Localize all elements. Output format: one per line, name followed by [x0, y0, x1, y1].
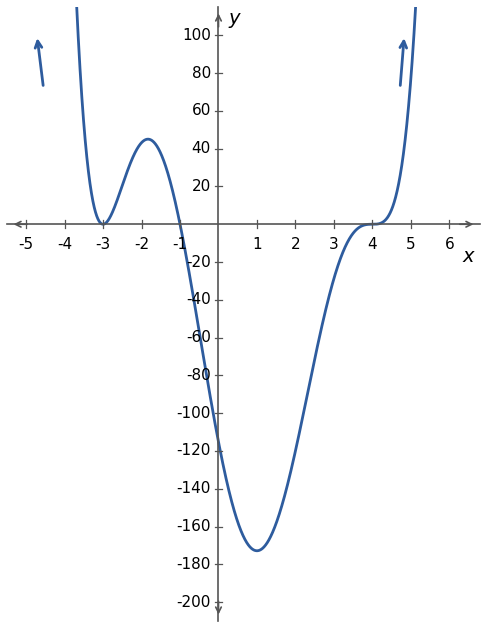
Text: -180: -180	[176, 557, 211, 572]
Text: -1: -1	[172, 237, 187, 252]
Text: -5: -5	[19, 237, 34, 252]
Text: 60: 60	[191, 104, 211, 118]
Text: -120: -120	[176, 443, 211, 458]
Text: -4: -4	[57, 237, 72, 252]
Text: 5: 5	[406, 237, 415, 252]
Text: 80: 80	[191, 65, 211, 80]
Text: 40: 40	[191, 141, 211, 156]
Text: -3: -3	[95, 237, 111, 252]
Text: -80: -80	[186, 368, 211, 383]
Text: 2: 2	[291, 237, 300, 252]
Text: 100: 100	[182, 28, 211, 43]
Text: 20: 20	[191, 179, 211, 194]
Text: -20: -20	[186, 254, 211, 269]
Text: -100: -100	[176, 406, 211, 421]
Text: -2: -2	[134, 237, 149, 252]
Text: -160: -160	[176, 519, 211, 534]
Text: y: y	[228, 9, 240, 28]
Text: -140: -140	[176, 481, 211, 496]
Text: x: x	[463, 247, 474, 266]
Text: 1: 1	[252, 237, 262, 252]
Text: -200: -200	[176, 595, 211, 610]
Text: 6: 6	[445, 237, 454, 252]
Text: -40: -40	[186, 292, 211, 307]
Text: 3: 3	[329, 237, 339, 252]
Text: 4: 4	[368, 237, 377, 252]
Text: -60: -60	[186, 330, 211, 345]
